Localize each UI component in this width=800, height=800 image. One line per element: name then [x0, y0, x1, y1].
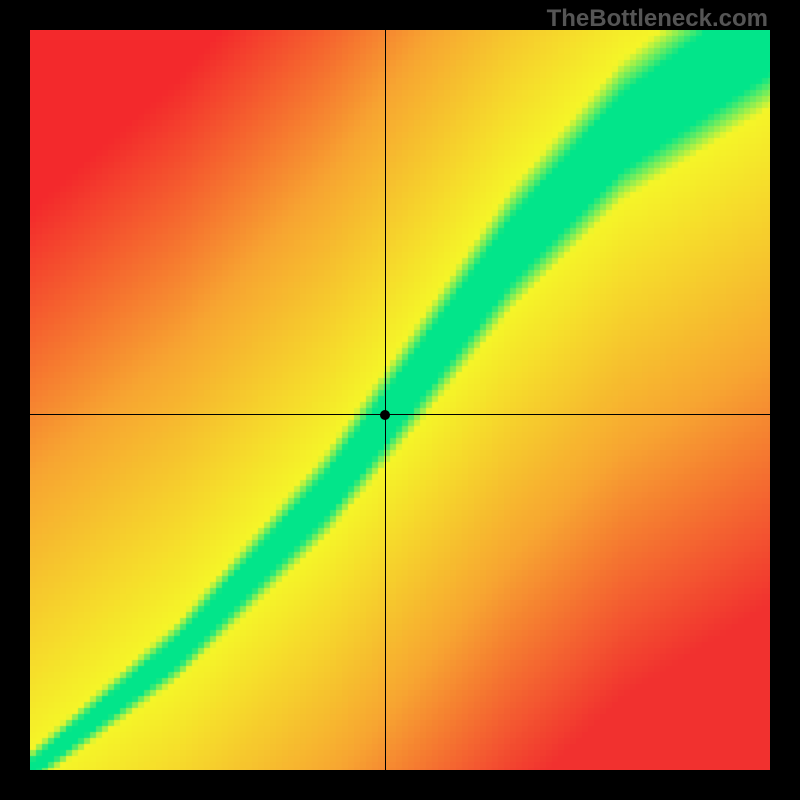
watermark-text: TheBottleneck.com: [547, 5, 768, 33]
crosshair-vertical: [385, 30, 386, 770]
crosshair-horizontal: [30, 414, 770, 415]
bottleneck-heatmap: [30, 30, 770, 770]
marker-dot: [380, 410, 390, 420]
